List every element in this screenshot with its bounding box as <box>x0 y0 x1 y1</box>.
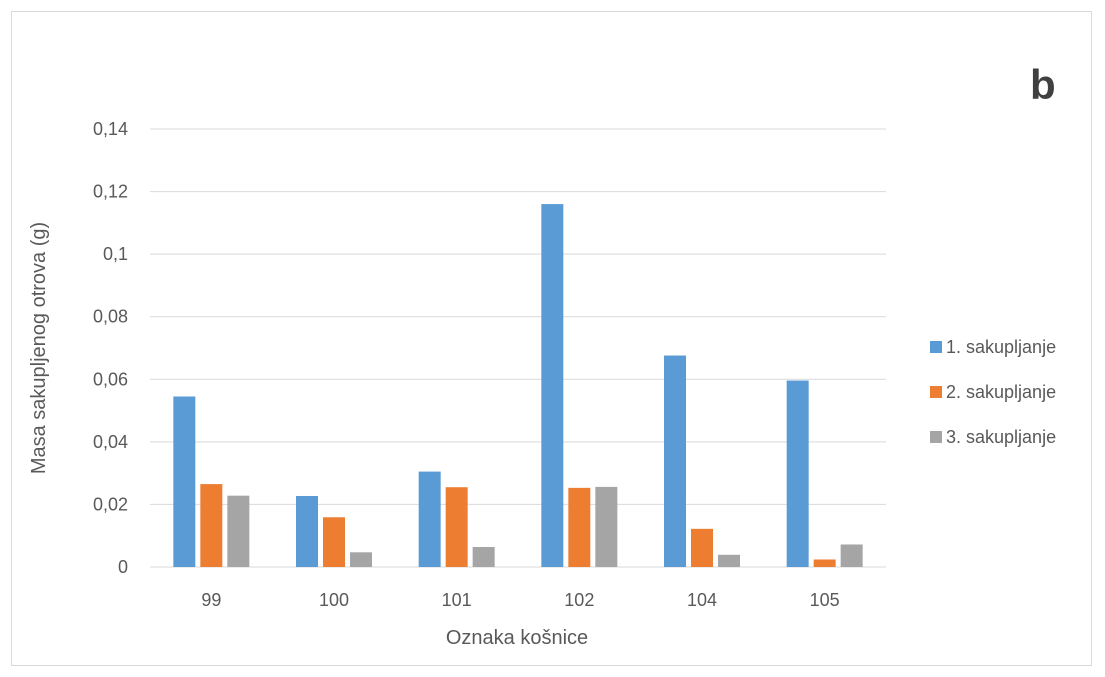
bar-101-series-1 <box>418 471 441 567</box>
x-tick-label: 104 <box>687 590 717 610</box>
bar-99-series-1 <box>173 396 196 567</box>
panel-label: b <box>1030 61 1056 108</box>
x-axis-title: Oznaka košnice <box>446 627 588 649</box>
legend-swatch <box>930 341 942 353</box>
legend-label: 1. sakupljanje <box>946 337 1056 357</box>
gridlines <box>150 128 886 568</box>
bar-102-series-2 <box>568 487 591 567</box>
y-tick-label: 0 <box>118 557 128 577</box>
bar-100-series-2 <box>323 517 345 567</box>
legend-swatch <box>930 431 942 443</box>
y-tick-label: 0,12 <box>93 182 128 202</box>
bars <box>173 204 863 568</box>
x-tick-label: 99 <box>201 590 221 610</box>
y-tick-label: 0,02 <box>93 494 128 514</box>
bar-99-series-3 <box>227 495 250 567</box>
bar-102-series-1 <box>541 204 564 568</box>
legend: 1. sakupljanje 2. sakupljanje 3. sakupljan… <box>930 337 1056 447</box>
x-tick-label: 105 <box>810 590 840 610</box>
legend-label: 2. sakupljanje <box>946 382 1056 402</box>
bar-104-series-2 <box>691 528 713 567</box>
bar-100-series-3 <box>350 552 372 567</box>
bar-100-series-1 <box>296 495 318 567</box>
x-tick-label: 101 <box>442 590 472 610</box>
y-tick-label: 0,04 <box>93 432 128 452</box>
bar-101-series-3 <box>472 546 495 567</box>
bar-105-series-1 <box>786 380 809 567</box>
bar-105-series-3 <box>840 544 863 567</box>
y-axis-ticks: 0 0,02 0,04 0,06 0,08 0,1 0,12 0,14 <box>93 119 128 577</box>
bar-101-series-2 <box>445 487 468 567</box>
legend-label: 3. sakupljanje <box>946 427 1056 447</box>
bar-105-series-2 <box>813 559 836 567</box>
legend-swatch <box>930 386 942 398</box>
y-tick-label: 0,08 <box>93 307 128 327</box>
bar-104-series-3 <box>718 554 740 567</box>
y-tick-label: 0,14 <box>93 119 128 139</box>
y-axis-title: Masa sakupljenog otrova (g) <box>28 222 50 474</box>
x-tick-label: 102 <box>564 590 594 610</box>
bar-104-series-1 <box>664 355 686 567</box>
y-tick-label: 0,06 <box>93 369 128 389</box>
bar-102-series-3 <box>595 486 618 567</box>
bar-99-series-2 <box>200 484 223 567</box>
y-tick-label: 0,1 <box>103 244 128 264</box>
x-tick-label: 100 <box>319 590 349 610</box>
chart-frame <box>11 11 1092 666</box>
x-axis-ticks: 99 100 101 102 104 105 <box>201 590 839 610</box>
